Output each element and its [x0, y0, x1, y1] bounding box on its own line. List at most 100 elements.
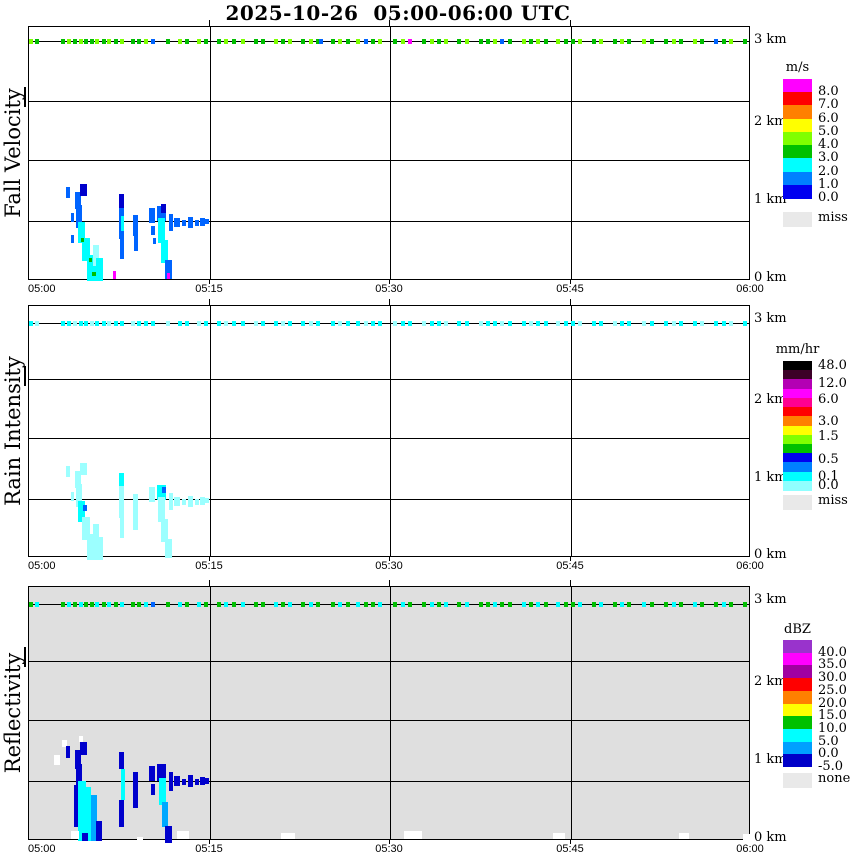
echo-dot	[493, 602, 497, 607]
echo-dot	[331, 321, 335, 326]
three-km-line	[29, 604, 749, 605]
colorbar-tick-label: 0.1	[818, 469, 839, 484]
echo-dot	[309, 602, 313, 607]
echo-dot	[288, 321, 292, 326]
echo-dot	[500, 39, 504, 44]
echo-dot	[131, 602, 135, 607]
time-tick-top	[570, 580, 571, 586]
colorbar-segment	[783, 407, 812, 417]
echo-dot	[95, 602, 99, 607]
data-cell	[165, 826, 172, 843]
colorbar-segment	[783, 742, 812, 755]
echo-dot	[620, 602, 624, 607]
data-cell	[188, 217, 193, 228]
echo-dot	[599, 321, 603, 326]
colorbar-tick-label: 3.0	[818, 414, 839, 429]
echo-dot	[508, 602, 512, 607]
echo-dot	[393, 602, 397, 607]
colorbar-miss-label: miss	[818, 493, 848, 508]
echo-dot	[79, 321, 83, 326]
y-axis-title: Rain Intensity	[1, 356, 25, 506]
colorbar-segment	[783, 416, 812, 426]
colorbar-tick-label: 1.0	[818, 177, 839, 192]
colorbar-tick-label: 3.0	[818, 150, 839, 165]
echo-dot	[664, 321, 668, 326]
echo-dot	[650, 39, 654, 44]
time-tick-bottom	[389, 840, 390, 844]
time-tick-bottom	[570, 840, 571, 844]
echo-dot	[274, 602, 278, 607]
echo-dot	[102, 602, 106, 607]
echo-dot	[430, 321, 434, 326]
colorbar-miss-swatch	[783, 773, 812, 788]
data-cell	[87, 534, 96, 560]
time-gridline	[571, 587, 572, 839]
echo-dot	[564, 321, 568, 326]
echo-dot	[204, 39, 208, 44]
time-tick-label: 06:00	[736, 560, 764, 572]
data-cell	[121, 769, 125, 800]
echo-dot	[672, 602, 676, 607]
data-cell	[120, 517, 124, 538]
time-gridline	[390, 27, 391, 279]
colorbar-tick-label: 7.0	[818, 97, 839, 112]
echo-dot	[544, 321, 548, 326]
echo-dot	[672, 39, 676, 44]
echo-dot	[84, 602, 88, 607]
echo-dot	[408, 321, 412, 326]
echo-dot	[679, 321, 683, 326]
time-tick-label: 05:45	[556, 843, 584, 855]
echo-dot	[166, 321, 170, 326]
colorbar-tick-label: 2.0	[818, 164, 839, 179]
echo-dot	[714, 602, 718, 607]
data-cell	[66, 466, 70, 477]
echo-dot	[592, 39, 596, 44]
echo-dot	[522, 39, 526, 44]
echo-dot	[73, 602, 77, 607]
colorbar-segment	[783, 665, 812, 678]
data-cell	[137, 837, 143, 841]
echo-dot	[178, 602, 182, 607]
time-tick-top	[570, 299, 571, 305]
data-cell	[93, 245, 99, 266]
data-cell	[89, 258, 92, 262]
data-cell	[80, 742, 87, 755]
echo-dot	[457, 321, 461, 326]
data-cell	[149, 208, 155, 223]
colorbar-segment	[783, 640, 812, 653]
echo-dot	[120, 321, 124, 326]
echo-dot	[378, 602, 382, 607]
colorbar-miss-label: miss	[818, 210, 848, 225]
height-gridline	[29, 379, 749, 380]
colorbar-segment	[783, 92, 812, 106]
echo-dot	[465, 602, 469, 607]
echo-dot	[393, 39, 397, 44]
time-tick-bottom	[570, 280, 571, 284]
echo-dot	[408, 602, 412, 607]
echo-dot	[137, 602, 141, 607]
echo-dot	[301, 602, 305, 607]
data-cell	[165, 539, 172, 558]
data-cell	[85, 787, 91, 841]
height-tick-label: 3 km	[754, 592, 787, 607]
time-tick-label: 05:30	[375, 843, 403, 855]
time-tick-label: 05:15	[195, 560, 223, 572]
time-tick-label: 05:45	[556, 560, 584, 572]
colorbar-tick-label: -5.0	[818, 759, 844, 774]
echo-dot	[90, 602, 94, 607]
data-cell	[76, 484, 82, 507]
echo-dot	[356, 602, 360, 607]
echo-dot	[479, 321, 483, 326]
echo-dot	[479, 39, 483, 44]
colorbar-tick-label: 1.5	[818, 429, 839, 444]
height-tick-label: 2 km	[754, 674, 787, 689]
time-tick-top	[209, 580, 210, 586]
echo-dot	[197, 602, 201, 607]
time-gridline	[390, 306, 391, 556]
echo-dot	[401, 321, 405, 326]
echo-dot	[679, 39, 683, 44]
time-gridline	[210, 27, 211, 279]
echo-dot	[444, 39, 448, 44]
echo-dot	[73, 39, 77, 44]
echo-dot	[364, 602, 368, 607]
